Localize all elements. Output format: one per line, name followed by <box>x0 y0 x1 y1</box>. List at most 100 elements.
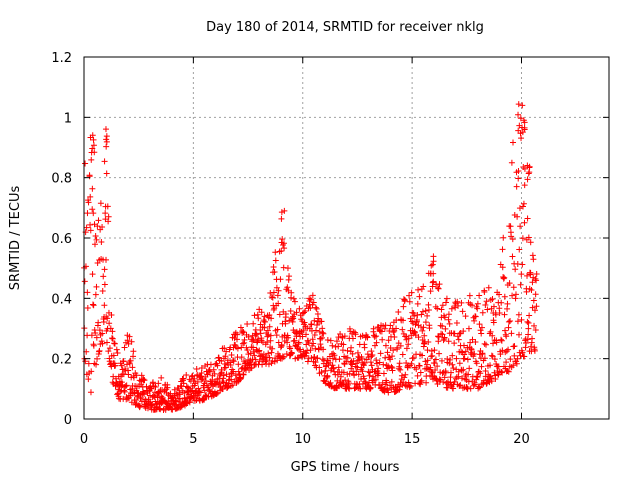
data-point <box>516 205 523 212</box>
data-point <box>481 355 488 362</box>
data-point <box>510 362 517 369</box>
data-point <box>213 390 220 397</box>
data-point <box>274 326 281 333</box>
data-point <box>87 193 94 200</box>
data-point <box>426 325 433 332</box>
data-point <box>266 323 273 330</box>
data-point <box>110 352 117 359</box>
data-point <box>484 306 491 313</box>
data-point <box>425 306 432 313</box>
data-point <box>290 315 297 322</box>
data-point <box>309 292 316 299</box>
data-point <box>198 370 205 377</box>
data-point <box>448 305 455 312</box>
data-point <box>345 380 352 387</box>
data-point <box>500 234 507 241</box>
data-point <box>193 365 200 372</box>
data-point <box>324 373 331 380</box>
data-point <box>278 215 285 222</box>
data-point <box>90 342 97 349</box>
data-point <box>524 272 531 279</box>
data-point <box>504 367 511 374</box>
data-point <box>316 364 323 371</box>
data-point <box>286 273 293 280</box>
data-point <box>336 356 343 363</box>
data-point <box>516 122 523 129</box>
data-point <box>473 373 480 380</box>
data-point <box>125 340 132 347</box>
scatter-points <box>81 101 540 413</box>
data-point <box>498 336 505 343</box>
data-point <box>295 340 302 347</box>
data-point <box>400 317 407 324</box>
data-point <box>319 329 326 336</box>
data-point <box>93 283 100 290</box>
data-point <box>446 320 453 327</box>
data-point <box>419 352 426 359</box>
data-point <box>84 210 91 217</box>
data-point <box>378 328 385 335</box>
data-point <box>453 355 460 362</box>
data-point <box>107 325 114 332</box>
data-point <box>461 355 468 362</box>
data-point <box>92 330 99 337</box>
data-point <box>329 342 336 349</box>
data-point <box>441 314 448 321</box>
data-point <box>335 364 342 371</box>
data-point <box>364 334 371 341</box>
data-point <box>490 340 497 347</box>
data-point <box>91 241 98 248</box>
data-point <box>239 328 246 335</box>
data-point <box>387 322 394 329</box>
data-point <box>90 136 97 143</box>
data-point <box>238 354 245 361</box>
data-point <box>383 379 390 386</box>
data-point <box>269 294 276 301</box>
data-point <box>492 375 499 382</box>
data-point <box>459 308 466 315</box>
data-point <box>91 149 98 156</box>
data-point <box>275 339 282 346</box>
data-point <box>395 308 402 315</box>
data-point <box>344 347 351 354</box>
data-point <box>512 266 519 273</box>
data-point <box>84 305 91 312</box>
data-point <box>430 278 437 285</box>
data-point <box>244 346 251 353</box>
data-point <box>458 299 465 306</box>
data-point <box>519 261 526 268</box>
data-point <box>258 352 265 359</box>
data-point <box>270 263 277 270</box>
data-point <box>186 399 193 406</box>
data-point <box>456 360 463 367</box>
data-point <box>487 362 494 369</box>
data-point <box>191 375 198 382</box>
data-point <box>418 311 425 318</box>
data-point <box>324 337 331 344</box>
data-point <box>474 300 481 307</box>
data-point <box>120 358 127 365</box>
data-point <box>346 385 353 392</box>
data-point <box>340 380 347 387</box>
data-point <box>105 348 112 355</box>
data-point <box>310 299 317 306</box>
data-point <box>368 348 375 355</box>
data-point <box>418 286 425 293</box>
data-point <box>275 300 282 307</box>
data-point <box>106 320 113 327</box>
data-point <box>95 217 102 224</box>
data-point <box>458 367 465 374</box>
data-point <box>417 379 424 386</box>
data-point <box>514 318 521 325</box>
data-point <box>311 317 318 324</box>
data-point <box>411 313 418 319</box>
data-point <box>296 305 303 312</box>
data-point <box>476 292 483 299</box>
data-point <box>291 298 298 305</box>
data-point <box>375 365 382 372</box>
data-point <box>509 292 516 299</box>
data-point <box>302 308 309 315</box>
data-point <box>320 346 327 353</box>
data-point <box>133 372 140 379</box>
